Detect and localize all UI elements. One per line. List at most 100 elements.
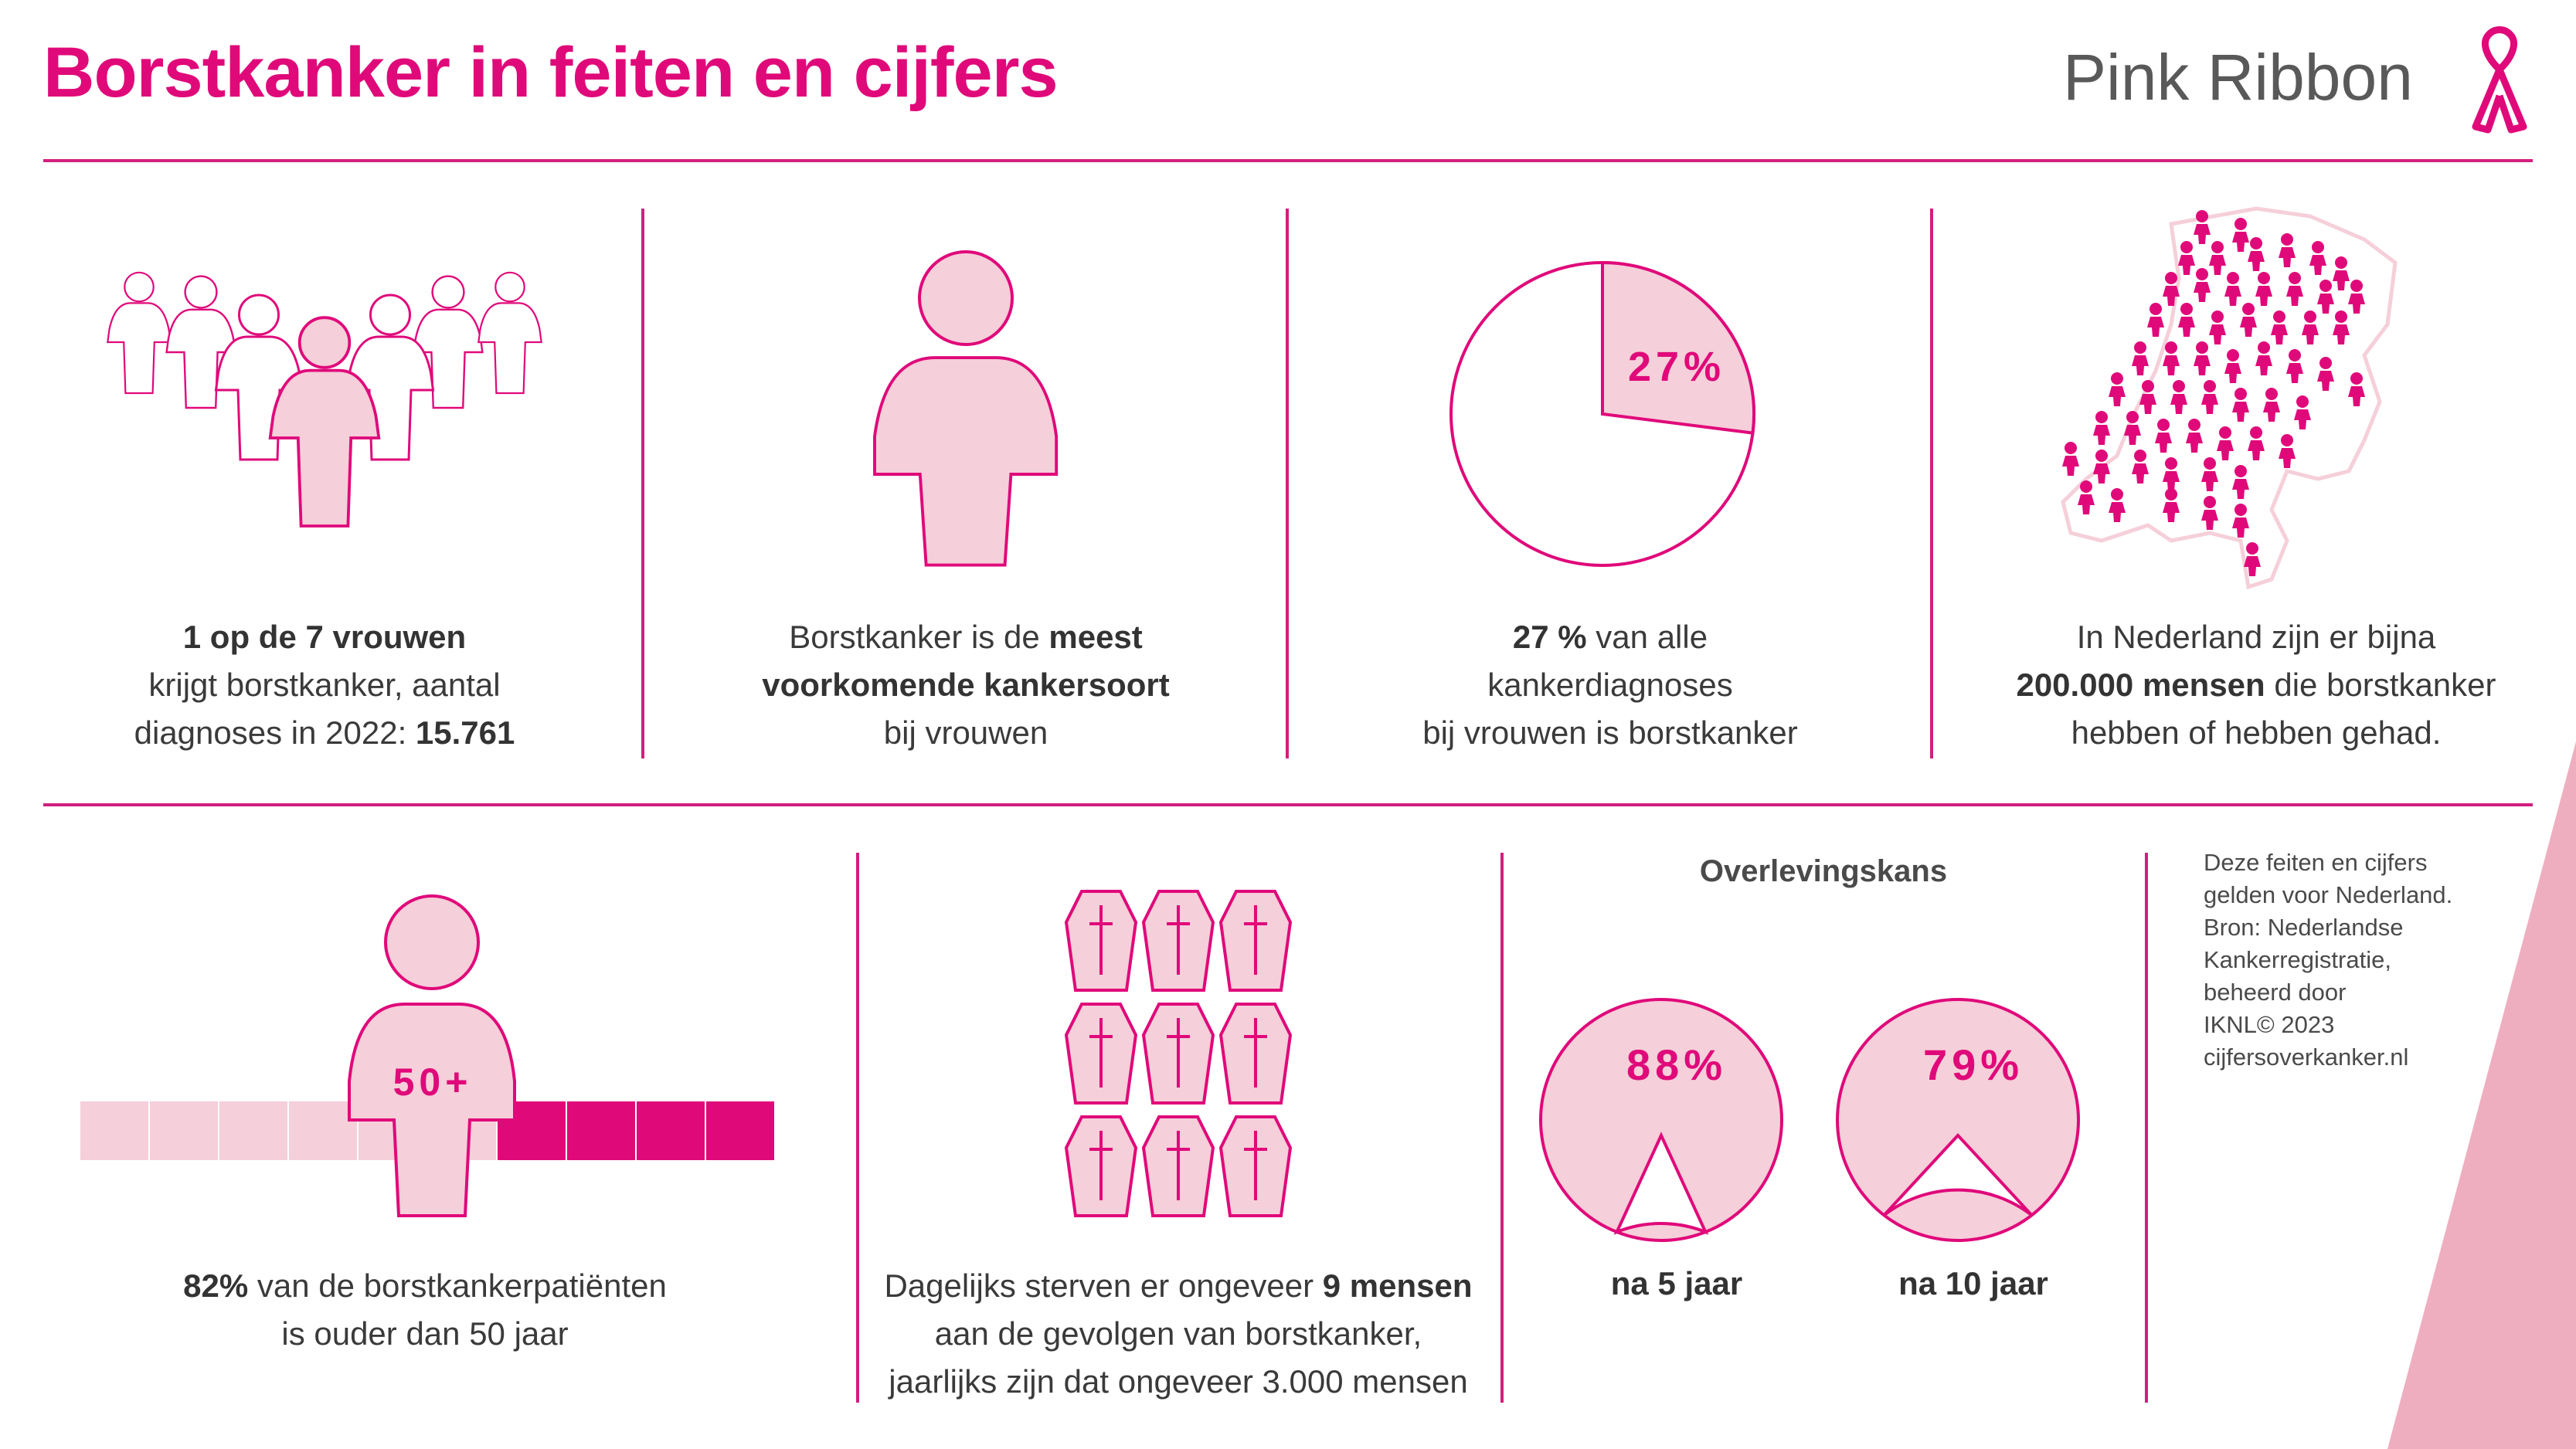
person-icon — [2309, 241, 2326, 275]
survival-10yr-label: 79% — [1922, 1040, 2024, 1089]
person-icon — [2163, 457, 2180, 491]
page-title: Borstkanker in feiten en cijfers — [43, 33, 1059, 112]
survival-circle — [1836, 998, 2080, 1242]
person-icon — [2194, 341, 2211, 375]
survival-charts — [1539, 998, 2080, 1242]
person-icon — [2186, 419, 2203, 453]
netherlands-map-icon — [2061, 206, 2398, 590]
coffin-icon — [1141, 890, 1215, 992]
person-icon — [2163, 488, 2180, 522]
age-bar-segment — [219, 1101, 287, 1160]
source-note-line: Bron: Nederlandse — [2204, 914, 2404, 941]
person-icon — [2348, 372, 2365, 406]
person-icon — [2232, 465, 2249, 499]
row-divider — [43, 803, 2533, 806]
fact-one-in-seven: 1 op de 7 vrouwen krijgt borstkanker, aa… — [134, 619, 515, 751]
person-icon — [2201, 380, 2218, 414]
source-note-line: Deze feiten en cijfers — [2204, 849, 2428, 876]
source-note-line: cijfersoverkanker.nl — [2204, 1043, 2409, 1071]
survival-circle — [1539, 998, 1783, 1242]
person-icon — [2317, 280, 2334, 314]
pie-slice-breast-cancer — [1601, 260, 1756, 435]
person-icon — [2244, 542, 2261, 576]
coffin-icon — [1141, 1115, 1215, 1217]
person-icon — [2232, 504, 2249, 538]
person-icon — [2302, 310, 2319, 344]
person-icon — [2333, 256, 2350, 290]
person-icon — [2109, 488, 2126, 522]
person-icon — [2232, 218, 2249, 252]
person-icon — [2209, 310, 2226, 344]
person-icon — [2194, 210, 2211, 244]
age-bar-segment — [637, 1101, 705, 1160]
fact-netherlands: In Nederland zijn er bijna 200.000 mense… — [2016, 619, 2496, 751]
coffin-icon — [1064, 1115, 1138, 1217]
person-icon — [2248, 426, 2265, 460]
person-icon — [2147, 303, 2164, 337]
source-note-line: Kankerregistratie, — [2204, 946, 2391, 973]
source-note-line: beheerd door — [2204, 979, 2347, 1006]
coffin-icon — [1218, 1115, 1293, 1217]
survival-chart-5yr — [1539, 998, 1783, 1242]
person-icon — [2248, 237, 2265, 271]
header-divider — [43, 159, 2533, 162]
person-icon — [2286, 272, 2303, 306]
coffin-icon — [1064, 890, 1138, 992]
person-icon — [2201, 496, 2218, 530]
person-icon — [2178, 241, 2195, 275]
person-icon — [2255, 341, 2272, 375]
person-icon — [2224, 272, 2241, 306]
person-icon — [2201, 457, 2218, 491]
survival-chart-10yr — [1836, 998, 2080, 1242]
survival-5yr-label: 88% — [1626, 1040, 1728, 1089]
age-bar-segment — [289, 1101, 357, 1160]
brand-name: Pink Ribbon — [2063, 41, 2413, 114]
person-icon — [2255, 272, 2272, 306]
age-bar-segment — [567, 1101, 635, 1160]
pie-label: 27% — [1627, 344, 1726, 390]
survival-title: Overlevingskans — [1699, 854, 1948, 888]
survival-5yr-caption: na 5 jaar — [1610, 1265, 1743, 1301]
person-icon — [2263, 388, 2280, 422]
person-icon — [2178, 303, 2195, 337]
survival-wedge — [1882, 1133, 2034, 1217]
coffin-icon — [1218, 890, 1293, 992]
person-icon — [2240, 303, 2257, 337]
survival-wedge — [1613, 1132, 1709, 1235]
person-icon — [2124, 411, 2141, 445]
coffin-icon — [1064, 1003, 1138, 1105]
person-icon — [2132, 341, 2149, 375]
age-bar-segment — [706, 1101, 774, 1160]
person-icon — [2093, 450, 2110, 484]
fact-deaths: Dagelijks sterven er ongeveer 9 mensen a… — [884, 1267, 1473, 1400]
column-divider — [1286, 209, 1289, 758]
person-icon — [2271, 310, 2288, 344]
age-label: 50+ — [393, 1060, 473, 1104]
source-note-line: gelden voor Nederland. — [2204, 881, 2453, 908]
source-note-line: IKNL© 2023 — [2204, 1011, 2335, 1038]
coffins-icon — [1064, 890, 1293, 1217]
person-icon — [2286, 349, 2303, 383]
person-icon — [2279, 233, 2296, 267]
age-bar-chart — [80, 894, 774, 1217]
person-icon — [2139, 380, 2156, 414]
person-icon — [2232, 388, 2249, 422]
person-icon — [2155, 419, 2172, 453]
person-icon — [2062, 442, 2079, 476]
fact-most-common: Borstkanker is de meest voorkomende kank… — [762, 619, 1170, 751]
coffin-icon — [1141, 1003, 1215, 1105]
person-icon — [2333, 310, 2350, 344]
age-bar-segment — [150, 1101, 218, 1160]
person-icon — [2078, 480, 2095, 514]
fact-share: 27 % van alle kankerdiagnoses bij vrouwe… — [1422, 619, 1798, 751]
person-icon — [2170, 380, 2187, 414]
person-icon — [2217, 426, 2234, 460]
age-bar-segment — [80, 1101, 148, 1160]
person-icon — [2093, 411, 2110, 445]
pink-ribbon-icon — [2472, 26, 2527, 134]
survival-10yr-caption: na 10 jaar — [1898, 1265, 2048, 1301]
person-icon — [2224, 349, 2241, 383]
coffin-icon — [1218, 1003, 1293, 1105]
column-divider — [1500, 853, 1504, 1403]
column-divider — [856, 853, 859, 1403]
